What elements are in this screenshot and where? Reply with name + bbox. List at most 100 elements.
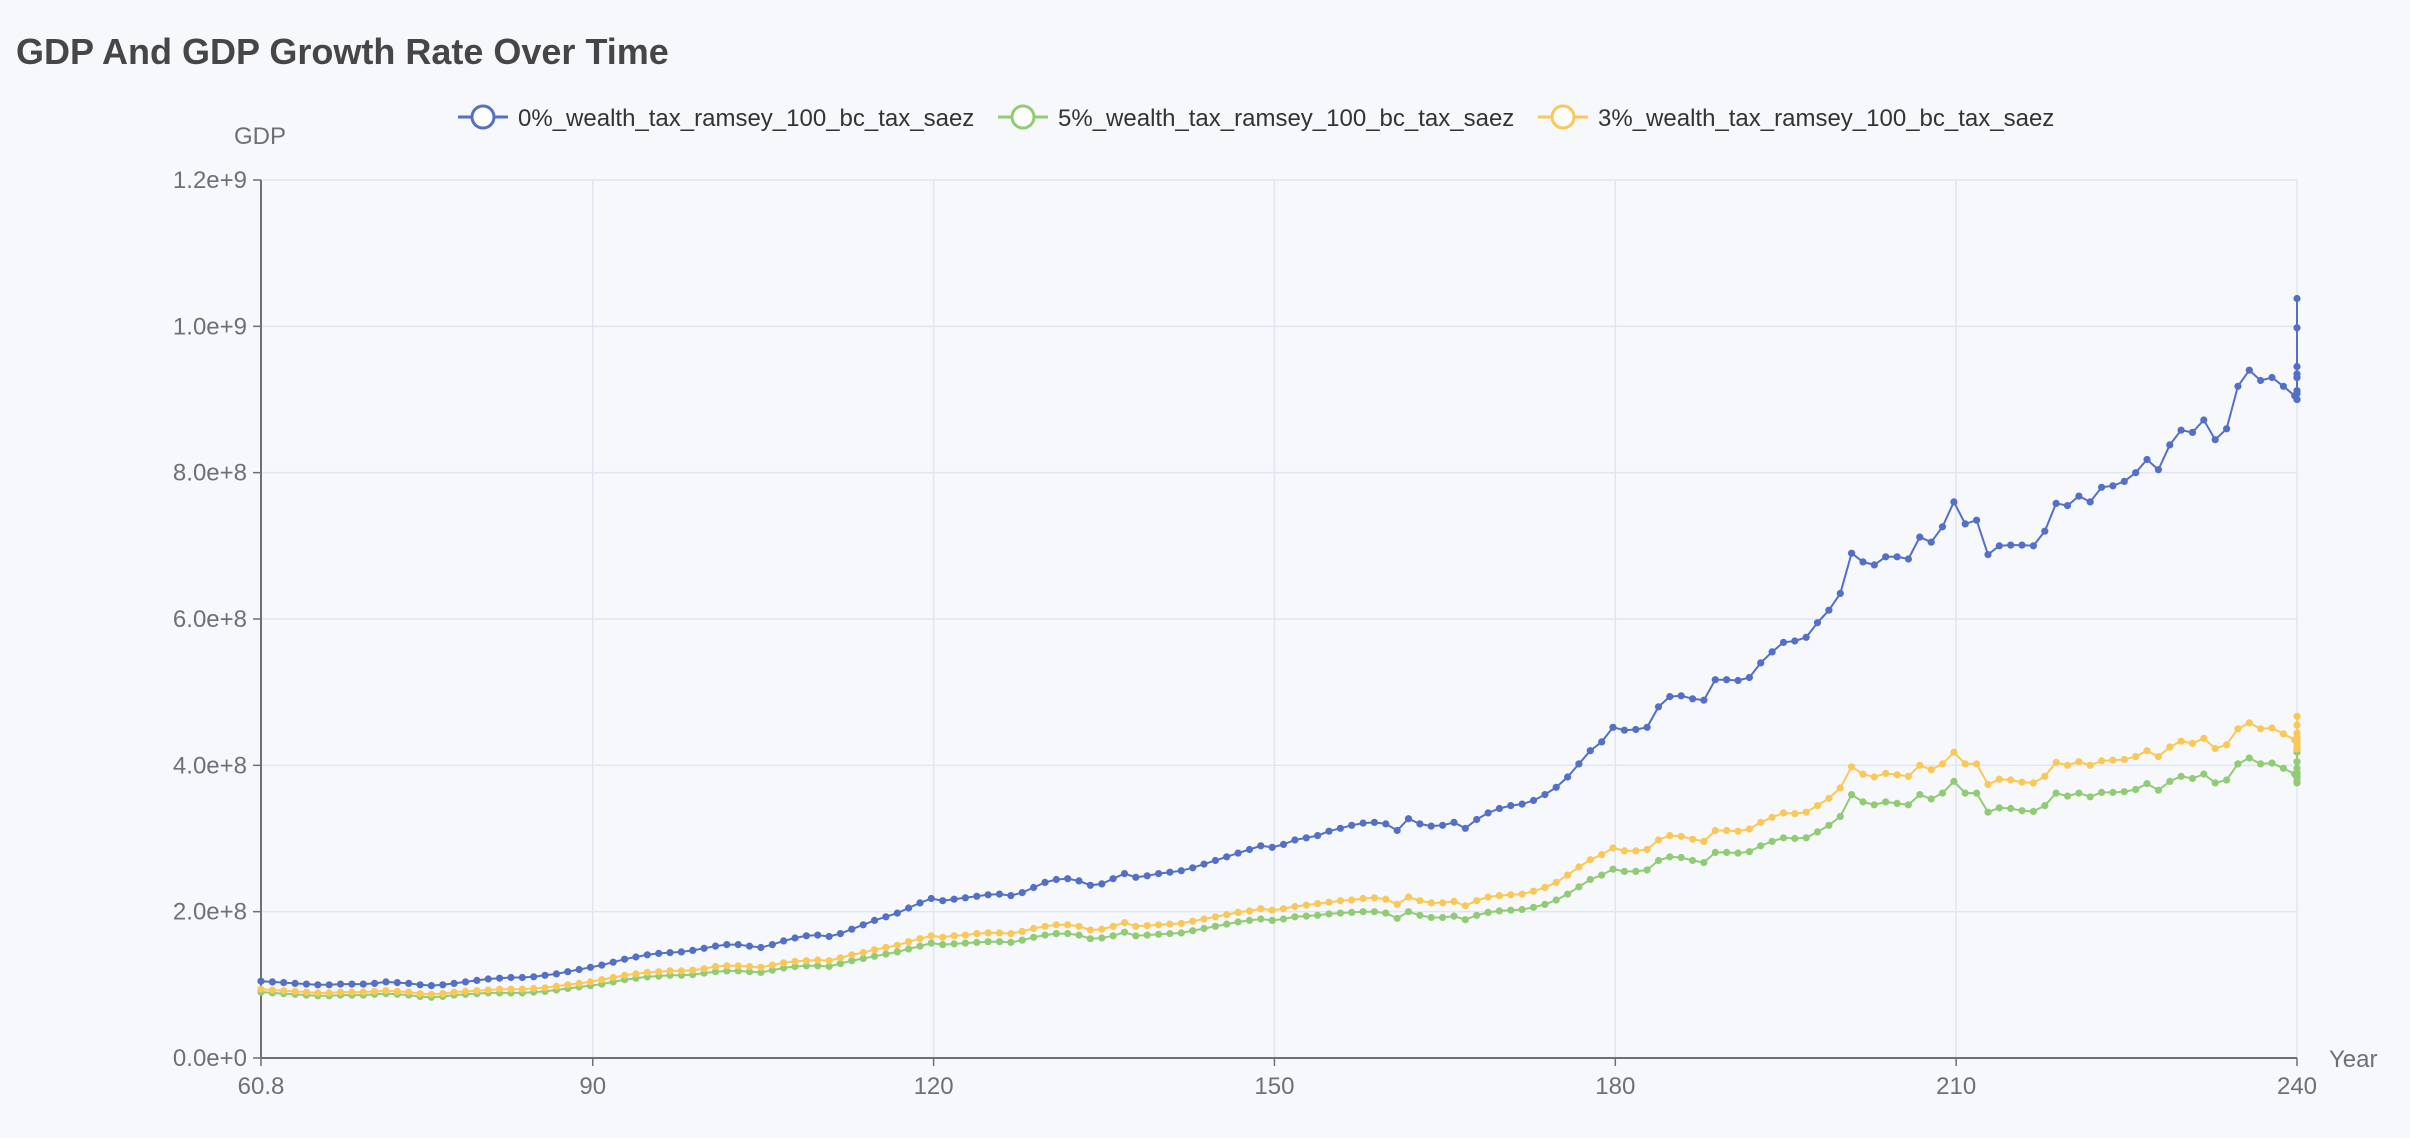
data-point [1404,893,1413,901]
data-point [1461,916,1469,924]
data-point [1995,804,2003,812]
data-point [995,929,1004,937]
data-point [1961,789,1969,797]
series-layer [257,294,2301,1001]
data-point [1654,856,1663,865]
data-point [1791,637,1799,645]
data-point [1848,791,1856,799]
data-point [2018,807,2026,815]
data-point [2166,441,2174,449]
data-point [689,966,697,974]
data-point [1200,860,1208,868]
data-point [2075,758,2083,766]
legend-label: 5%_wealth_tax_ramsey_100_bc_tax_saez [1058,105,1514,132]
data-point [1825,821,1833,829]
data-point [1041,878,1049,887]
data-point [1257,915,1265,923]
data-point [1416,897,1424,905]
data-point [1518,905,1526,914]
data-point [1598,738,1606,746]
data-point [1598,851,1606,859]
data-point [518,973,526,982]
data-point [1166,920,1174,928]
data-point [973,938,981,947]
data-point [2279,730,2287,738]
data-point [2075,789,2083,797]
data-point [348,980,356,988]
data-point [1711,848,1719,857]
data-point [1632,867,1640,876]
data-point [1393,914,1401,922]
data-point [1586,875,1594,884]
legend-item[interactable]: 5%_wealth_tax_ramsey_100_bc_tax_saez [998,104,1514,132]
data-point [2211,436,2219,444]
data-point [905,938,913,946]
data-point [598,961,606,969]
data-point [1541,900,1549,909]
data-point [1155,930,1163,938]
data-point [621,955,629,963]
data-point [1120,919,1129,927]
data-point [916,899,924,907]
data-point [2166,777,2174,786]
data-point [2132,469,2140,477]
data-point [1098,925,1106,933]
data-point [677,967,686,975]
data-point [1416,820,1424,828]
data-point [1859,770,1867,778]
data-point [632,970,640,978]
legend-item[interactable]: 0%_wealth_tax_ramsey_100_bc_tax_saez [458,104,974,132]
x-tick-label: 210 [1936,1073,1976,1100]
data-point [1052,921,1060,929]
data-point [1007,938,1015,947]
data-point [1200,915,1208,923]
data-point [2063,502,2072,510]
data-point [734,962,742,970]
data-point [1609,723,1617,731]
data-point [1677,692,1685,700]
data-point [371,979,379,988]
data-point [825,962,833,971]
data-point [1427,899,1435,907]
data-point [2120,755,2128,764]
data-point [1052,930,1060,938]
data-point [1779,809,1788,817]
data-point [723,962,731,970]
data-point [1723,848,1731,857]
data-point [723,967,731,975]
data-point [427,990,435,998]
legend-label: 3%_wealth_tax_ramsey_100_bc_tax_saez [1598,105,2054,132]
data-point [1654,703,1663,711]
data-point [461,978,470,986]
data-point [711,962,720,971]
data-point [1620,847,1628,855]
legend-item[interactable]: 3%_wealth_tax_ramsey_100_bc_tax_saez [1538,104,2054,132]
data-point [1007,930,1015,938]
data-point [2293,769,2301,778]
data-point [575,965,583,974]
data-point [1802,633,1810,641]
data-point [893,941,901,949]
data-point [2052,789,2060,797]
data-point [1257,842,1265,850]
data-point [291,979,299,988]
data-point [1052,875,1060,884]
data-point [473,987,481,995]
data-point [2223,425,2231,433]
data-point [2293,734,2301,742]
data-point [1961,760,1969,768]
data-point [1268,843,1276,851]
data-point [677,948,686,956]
x-tick-label: 120 [914,1073,954,1100]
data-point [564,968,572,976]
data-point [2098,788,2106,797]
data-point [2200,416,2208,424]
data-point [1745,825,1753,833]
data-point [268,986,276,994]
data-point [1064,921,1072,929]
data-point [1768,648,1776,656]
data-point [1541,883,1549,892]
data-point [666,967,674,975]
data-point [780,964,788,972]
data-point [439,990,447,998]
